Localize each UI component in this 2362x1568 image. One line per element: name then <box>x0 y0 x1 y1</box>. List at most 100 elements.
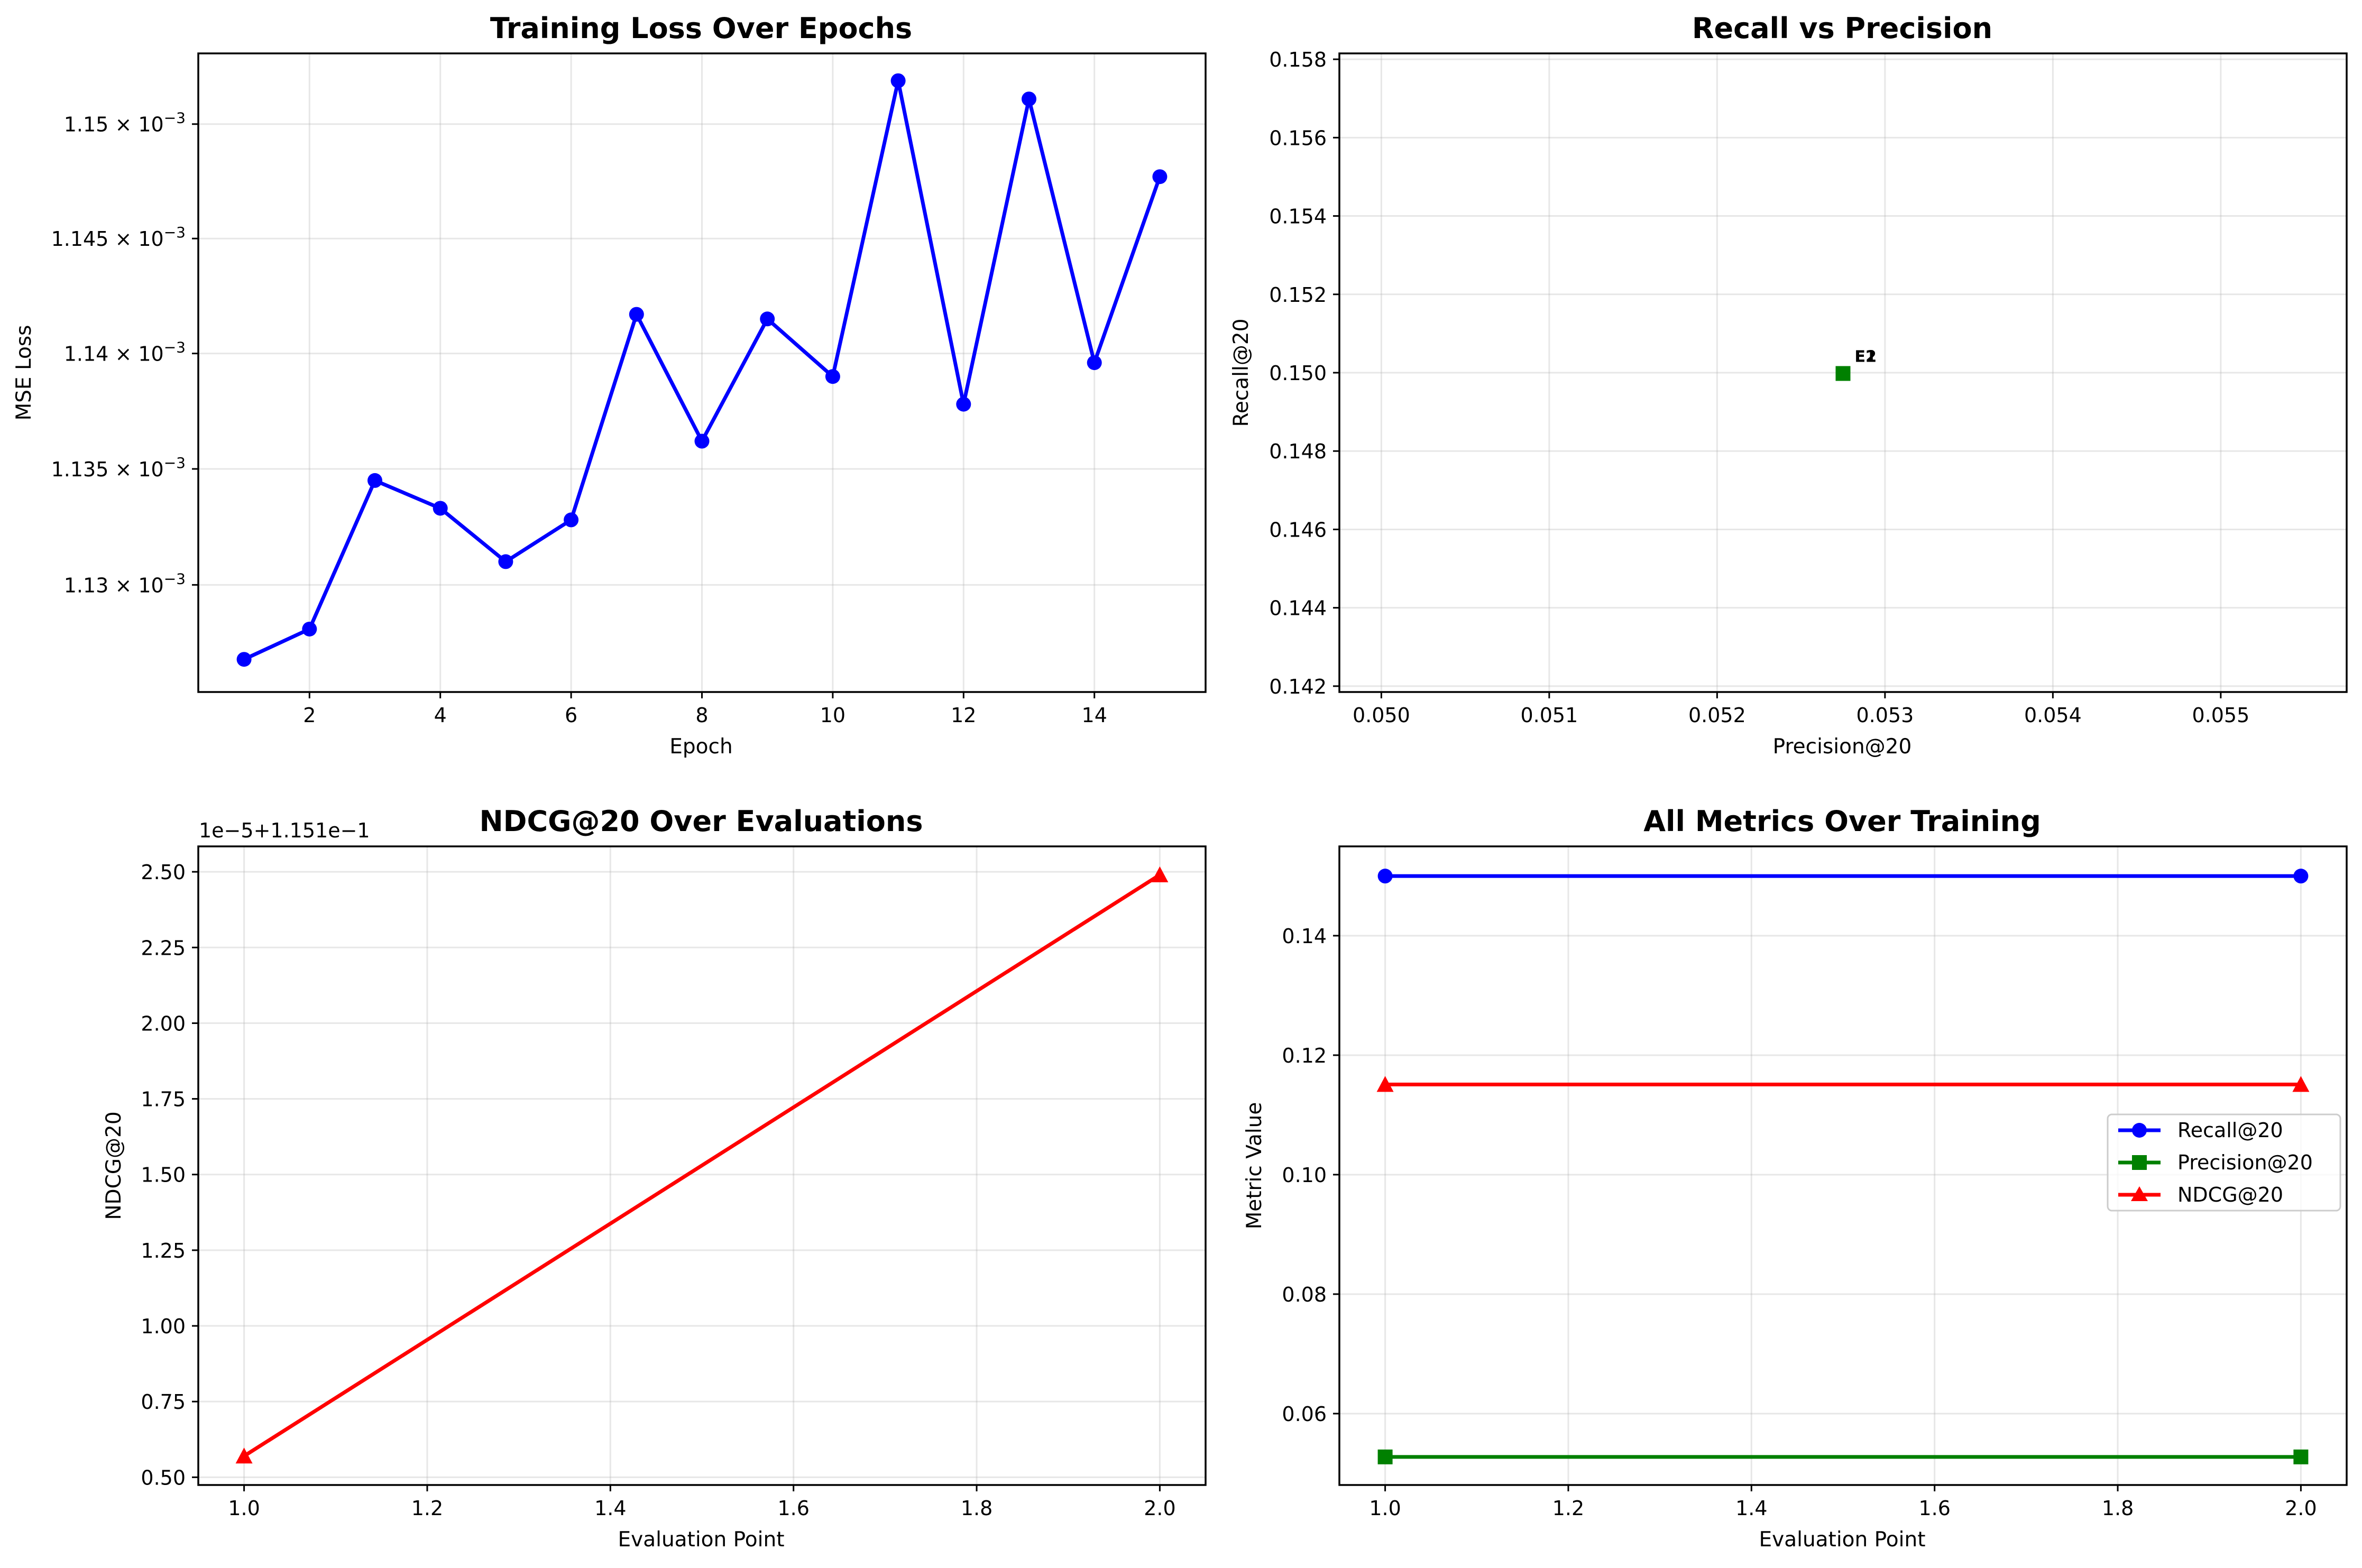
y-tick-label: 0.10 <box>1282 1164 1327 1187</box>
training-loss-title: Training Loss Over Epochs <box>490 12 912 45</box>
data-point <box>564 512 579 528</box>
data-layer <box>235 866 1169 1464</box>
data-layer <box>1376 869 2310 1464</box>
y-tick-label: 2.00 <box>141 1012 186 1035</box>
legend-recall-marker <box>2132 1123 2147 1138</box>
y-tick-label: 0.146 <box>1269 518 1327 541</box>
y-tick-label: 1.13 × 10−3 <box>64 570 186 597</box>
data-point <box>235 1447 253 1464</box>
x-tick-label: 14 <box>1082 704 1107 727</box>
ndcg-ylabel: NDCG@20 <box>102 1111 126 1220</box>
legend-precision-marker <box>2132 1155 2147 1170</box>
y-tick-label: 1.145 × 10−3 <box>51 224 186 251</box>
x-tick-label: 2 <box>303 704 316 727</box>
data-point <box>1377 869 1393 884</box>
grid-lines <box>198 846 1206 1485</box>
data-point <box>302 621 317 637</box>
y-tick-label: 0.50 <box>141 1466 186 1489</box>
legend-entry-ndcg: NDCG@20 <box>2118 1183 2283 1206</box>
x-tick-label: 2.0 <box>1144 1497 1175 1520</box>
data-point <box>2292 1076 2310 1092</box>
x-tick-label: 1.2 <box>411 1497 443 1520</box>
x-tick-label: 1.4 <box>1735 1497 1767 1520</box>
all-metrics-ylabel: Metric Value <box>1243 1102 1266 1230</box>
y-tick-label: 1.50 <box>141 1164 186 1187</box>
x-tick-label: 1.0 <box>1369 1497 1401 1520</box>
x-tick-label: 1.6 <box>777 1497 809 1520</box>
data-point <box>890 73 906 88</box>
all-metrics-xlabel: Evaluation Point <box>1759 1528 1925 1552</box>
y-tick-label: 0.148 <box>1269 440 1327 463</box>
data-point <box>2293 869 2309 884</box>
data-point <box>1152 169 1168 185</box>
x-tick-label: 6 <box>565 704 577 727</box>
x-tick-label: 1.0 <box>228 1497 260 1520</box>
data-point <box>433 501 448 516</box>
y-tick-label: 0.144 <box>1269 597 1327 620</box>
x-tick-label: 0.053 <box>1856 704 1914 727</box>
recall-precision-xlabel: Precision@20 <box>1773 735 1912 759</box>
ndcg-title: NDCG@20 Over Evaluations <box>479 805 923 838</box>
y-tick-label: 0.150 <box>1269 362 1327 385</box>
grid-lines <box>1339 53 2347 692</box>
legend-recall-label: Recall@20 <box>2177 1119 2283 1142</box>
x-tick-label: 10 <box>820 704 845 727</box>
data-point <box>1377 1449 1393 1464</box>
plot-frame <box>1338 52 2348 693</box>
training-loss-xlabel: Epoch <box>669 735 732 759</box>
x-tick-label: 0.050 <box>1353 704 1410 727</box>
legend-precision-label: Precision@20 <box>2177 1151 2313 1174</box>
data-point <box>1151 866 1169 882</box>
legend-entry-recall: Recall@20 <box>2118 1119 2283 1142</box>
ndcg-offset-text: 1e−5+1.151e−1 <box>199 819 370 842</box>
data-point <box>694 433 710 449</box>
y-tick-label: 0.156 <box>1269 126 1327 150</box>
y-tick-label: 0.154 <box>1269 205 1327 228</box>
x-tick-label: 0.051 <box>1520 704 1578 727</box>
training-loss-panel: Training Loss Over Epochs Epoch MSE Loss… <box>12 12 1207 759</box>
y-tick-label: 0.12 <box>1282 1044 1327 1067</box>
all-metrics-title: All Metrics Over Training <box>1643 805 2041 838</box>
y-tick-label: 0.152 <box>1269 283 1327 307</box>
data-point <box>1376 1076 1394 1092</box>
x-tick-label: 1.4 <box>594 1497 626 1520</box>
data-point <box>367 473 382 488</box>
ndcg-panel: NDCG@20 Over Evaluations Evaluation Poin… <box>102 805 1207 1552</box>
y-tick-label: 0.06 <box>1282 1403 1327 1426</box>
y-tick-label: 0.75 <box>141 1390 186 1414</box>
x-tick-label: 1.2 <box>1552 1497 1584 1520</box>
point-annotation: E2 <box>1855 347 1877 366</box>
legend-ndcg-label: NDCG@20 <box>2177 1183 2283 1206</box>
y-tick-label: 1.14 × 10−3 <box>64 339 186 366</box>
y-tick-label: 1.135 × 10−3 <box>51 454 186 481</box>
plot-frame <box>1338 845 2348 1486</box>
ndcg-xlabel: Evaluation Point <box>618 1528 784 1552</box>
x-tick-label: 0.052 <box>1688 704 1746 727</box>
data-point <box>629 307 644 322</box>
point-annotation: E1 <box>1855 347 1877 366</box>
series-line <box>243 873 1161 1458</box>
x-tick-label: 12 <box>951 704 976 727</box>
metrics-legend: Recall@20 Precision@20 NDCG@20 <box>2107 1113 2341 1212</box>
y-tick-label: 1.00 <box>141 1315 186 1338</box>
y-tick-label: 0.08 <box>1282 1283 1327 1306</box>
data-point <box>1022 91 1037 107</box>
legend-ndcg-marker <box>2131 1186 2148 1201</box>
x-tick-label: 4 <box>434 704 447 727</box>
recall-precision-panel: Recall vs Precision Precision@20 Recall@… <box>1229 12 2348 759</box>
data-layer <box>236 73 1168 667</box>
plot-frame <box>197 845 1207 1486</box>
scatter-point <box>1835 366 1851 381</box>
y-tick-label: 0.14 <box>1282 925 1327 948</box>
y-tick-label: 2.25 <box>141 936 186 960</box>
x-tick-label: 8 <box>695 704 708 727</box>
y-tick-label: 2.50 <box>141 861 186 884</box>
x-tick-label: 1.8 <box>961 1497 992 1520</box>
y-tick-label: 1.15 × 10−3 <box>64 109 186 136</box>
x-tick-label: 0.054 <box>2024 704 2082 727</box>
legend-entry-precision: Precision@20 <box>2118 1151 2313 1174</box>
x-tick-label: 1.6 <box>1918 1497 1950 1520</box>
recall-precision-ylabel: Recall@20 <box>1229 319 1253 427</box>
all-metrics-panel: All Metrics Over Training Evaluation Poi… <box>1243 805 2348 1552</box>
